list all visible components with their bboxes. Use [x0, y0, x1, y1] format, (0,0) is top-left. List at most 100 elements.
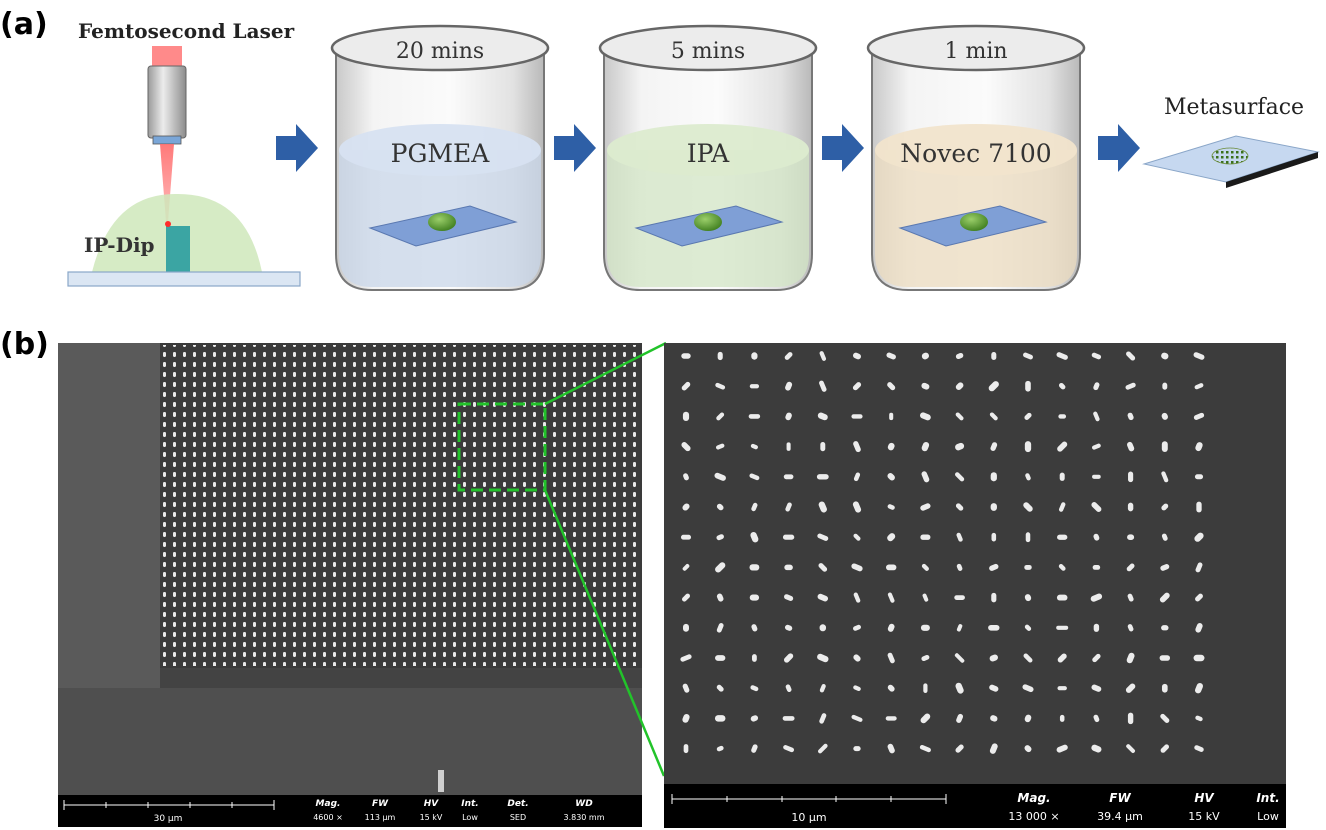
- zoom-connector-bottom: [543, 489, 666, 777]
- nanopillar: [1092, 474, 1101, 479]
- overview-info-value: 3.830 mm: [563, 813, 604, 822]
- nanopillar: [1057, 686, 1067, 691]
- nanopillar: [716, 623, 724, 633]
- nanopillar: [817, 593, 829, 602]
- nanopillar: [887, 533, 896, 542]
- nanopillar: [956, 532, 963, 542]
- nanopillar: [921, 352, 929, 360]
- nanopillar: [885, 716, 897, 721]
- nanopillar: [887, 592, 895, 603]
- nanopillar: [1194, 745, 1204, 752]
- nanopillar: [885, 564, 897, 571]
- nanopillar: [1195, 715, 1203, 722]
- nanopillar: [1059, 472, 1065, 481]
- nanopillar: [922, 593, 929, 602]
- nanopillar: [852, 382, 862, 391]
- nanopillar: [991, 532, 997, 542]
- nanopillar: [1093, 533, 1100, 541]
- nanopillar: [749, 564, 760, 571]
- zoom-info-value: Low: [1257, 810, 1279, 823]
- step-solvent-2: IPA: [687, 139, 730, 168]
- metasurface-array-overview: [162, 345, 640, 666]
- nanopillar: [1127, 712, 1134, 725]
- nanopillar: [853, 592, 861, 603]
- nanopillar: [784, 564, 793, 571]
- nanopillar: [1128, 471, 1134, 483]
- nanopillar: [1024, 412, 1032, 420]
- nanopillar: [785, 684, 792, 692]
- nanopillar: [1093, 382, 1100, 391]
- laser-label: Femtosecond Laser: [78, 19, 295, 43]
- nanopillar: [1023, 502, 1033, 512]
- nanopillar: [715, 655, 726, 661]
- nanopillar: [817, 653, 829, 663]
- nanopillar: [920, 624, 930, 631]
- resin-label: IP-Dip: [84, 233, 155, 257]
- nanopillar: [714, 715, 726, 722]
- nanopillar: [716, 684, 724, 692]
- nanopillar: [1195, 442, 1203, 452]
- nanopillar: [1090, 593, 1103, 602]
- nanopillar: [1195, 682, 1203, 694]
- nanopillar: [715, 562, 726, 573]
- nanopillar: [1024, 441, 1032, 453]
- nanopillar: [749, 473, 760, 481]
- nanopillar: [887, 684, 895, 692]
- nanopillar: [989, 412, 998, 421]
- metasurface-pattern-icon: [1211, 147, 1249, 165]
- nanopillar: [921, 654, 930, 662]
- nanopillar: [682, 714, 690, 723]
- nanopillar: [751, 502, 758, 512]
- step-solvent-3: Novec 7100: [900, 139, 1051, 168]
- nanopillar: [1126, 351, 1136, 361]
- nanopillar: [1127, 412, 1134, 421]
- nanopillar: [955, 744, 964, 753]
- nanopillar: [749, 594, 760, 601]
- sample-dome-2: [694, 213, 722, 231]
- nanopillar: [1195, 593, 1203, 602]
- nanopillar: [1160, 713, 1170, 723]
- nanopillar: [1161, 625, 1169, 631]
- nanopillar: [955, 442, 965, 451]
- nanopillar: [887, 382, 896, 391]
- step-time-3: 1 min: [944, 39, 1007, 64]
- nanopillar: [819, 351, 827, 361]
- nanopillar: [887, 504, 895, 510]
- panel-a-label: (a): [0, 7, 48, 42]
- nanopillar: [1127, 502, 1134, 512]
- nanopillar: [1092, 653, 1101, 663]
- overview-info-key: WD: [575, 799, 593, 809]
- nanopillar: [851, 714, 863, 722]
- scale-bar-overview: [63, 800, 275, 810]
- overview-info-key: HV: [424, 799, 440, 809]
- nanopillar: [1160, 744, 1170, 753]
- nanopillar: [851, 563, 863, 572]
- nanopillar: [1126, 652, 1135, 664]
- laser-beam-icon: [160, 144, 174, 222]
- nanopillar: [1056, 625, 1069, 630]
- written-structure: [166, 226, 190, 272]
- sem-info-bar-overview: [58, 795, 642, 827]
- laser-writing-setup: Femtosecond Laser IP-Dip: [67, 19, 301, 287]
- nanopillar: [923, 683, 928, 693]
- nanopillar: [1024, 594, 1032, 602]
- nanopillar: [955, 682, 964, 694]
- nanopillar: [887, 442, 895, 451]
- nanopillar: [920, 412, 931, 421]
- sem-image-zoom: 10 µm Mag. 13 000 × FW 39.4 µm HV 15 kV Int. Lo…: [664, 343, 1286, 828]
- nanopillar: [956, 713, 964, 723]
- panel-b-label: (b): [0, 327, 49, 362]
- nanopillar: [1161, 503, 1169, 511]
- nanopillar: [955, 352, 964, 360]
- nanopillar: [683, 744, 689, 754]
- nanopillar: [921, 382, 930, 390]
- nanopillar: [1024, 714, 1032, 723]
- nanopillar: [784, 624, 793, 631]
- nanopillar: [1159, 592, 1170, 603]
- nanopillar: [853, 352, 861, 360]
- arrow-icon-4: [1098, 124, 1140, 172]
- nanopillar: [750, 531, 759, 543]
- nanopillar: [682, 564, 690, 571]
- nanopillar: [783, 474, 794, 480]
- nanopillar: [853, 685, 861, 691]
